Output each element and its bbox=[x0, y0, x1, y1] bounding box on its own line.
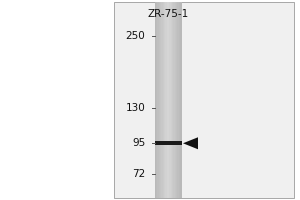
Bar bbox=[0, 0, 114, 200]
Bar bbox=[154, 141, 182, 145]
Bar bbox=[164, 2, 165, 198]
Bar bbox=[156, 2, 157, 198]
Text: ZR-75-1: ZR-75-1 bbox=[147, 9, 189, 19]
Bar bbox=[158, 2, 160, 198]
Bar bbox=[167, 2, 168, 198]
Text: 130: 130 bbox=[126, 103, 146, 113]
Bar bbox=[165, 2, 167, 198]
Bar bbox=[163, 2, 164, 198]
Bar bbox=[179, 2, 180, 198]
Text: 72: 72 bbox=[132, 169, 146, 179]
Bar bbox=[160, 2, 161, 198]
Bar bbox=[176, 2, 178, 198]
Bar bbox=[114, 2, 294, 198]
Bar bbox=[175, 2, 176, 198]
Bar bbox=[161, 2, 163, 198]
Text: 250: 250 bbox=[126, 31, 146, 41]
Bar bbox=[173, 2, 175, 198]
Bar bbox=[154, 2, 156, 198]
Bar bbox=[169, 2, 171, 198]
Bar bbox=[178, 2, 179, 198]
Text: 95: 95 bbox=[132, 138, 146, 148]
Bar bbox=[171, 2, 172, 198]
Polygon shape bbox=[183, 137, 198, 149]
Bar bbox=[168, 2, 170, 198]
Bar bbox=[157, 2, 159, 198]
Bar bbox=[180, 2, 182, 198]
Bar bbox=[172, 2, 173, 198]
